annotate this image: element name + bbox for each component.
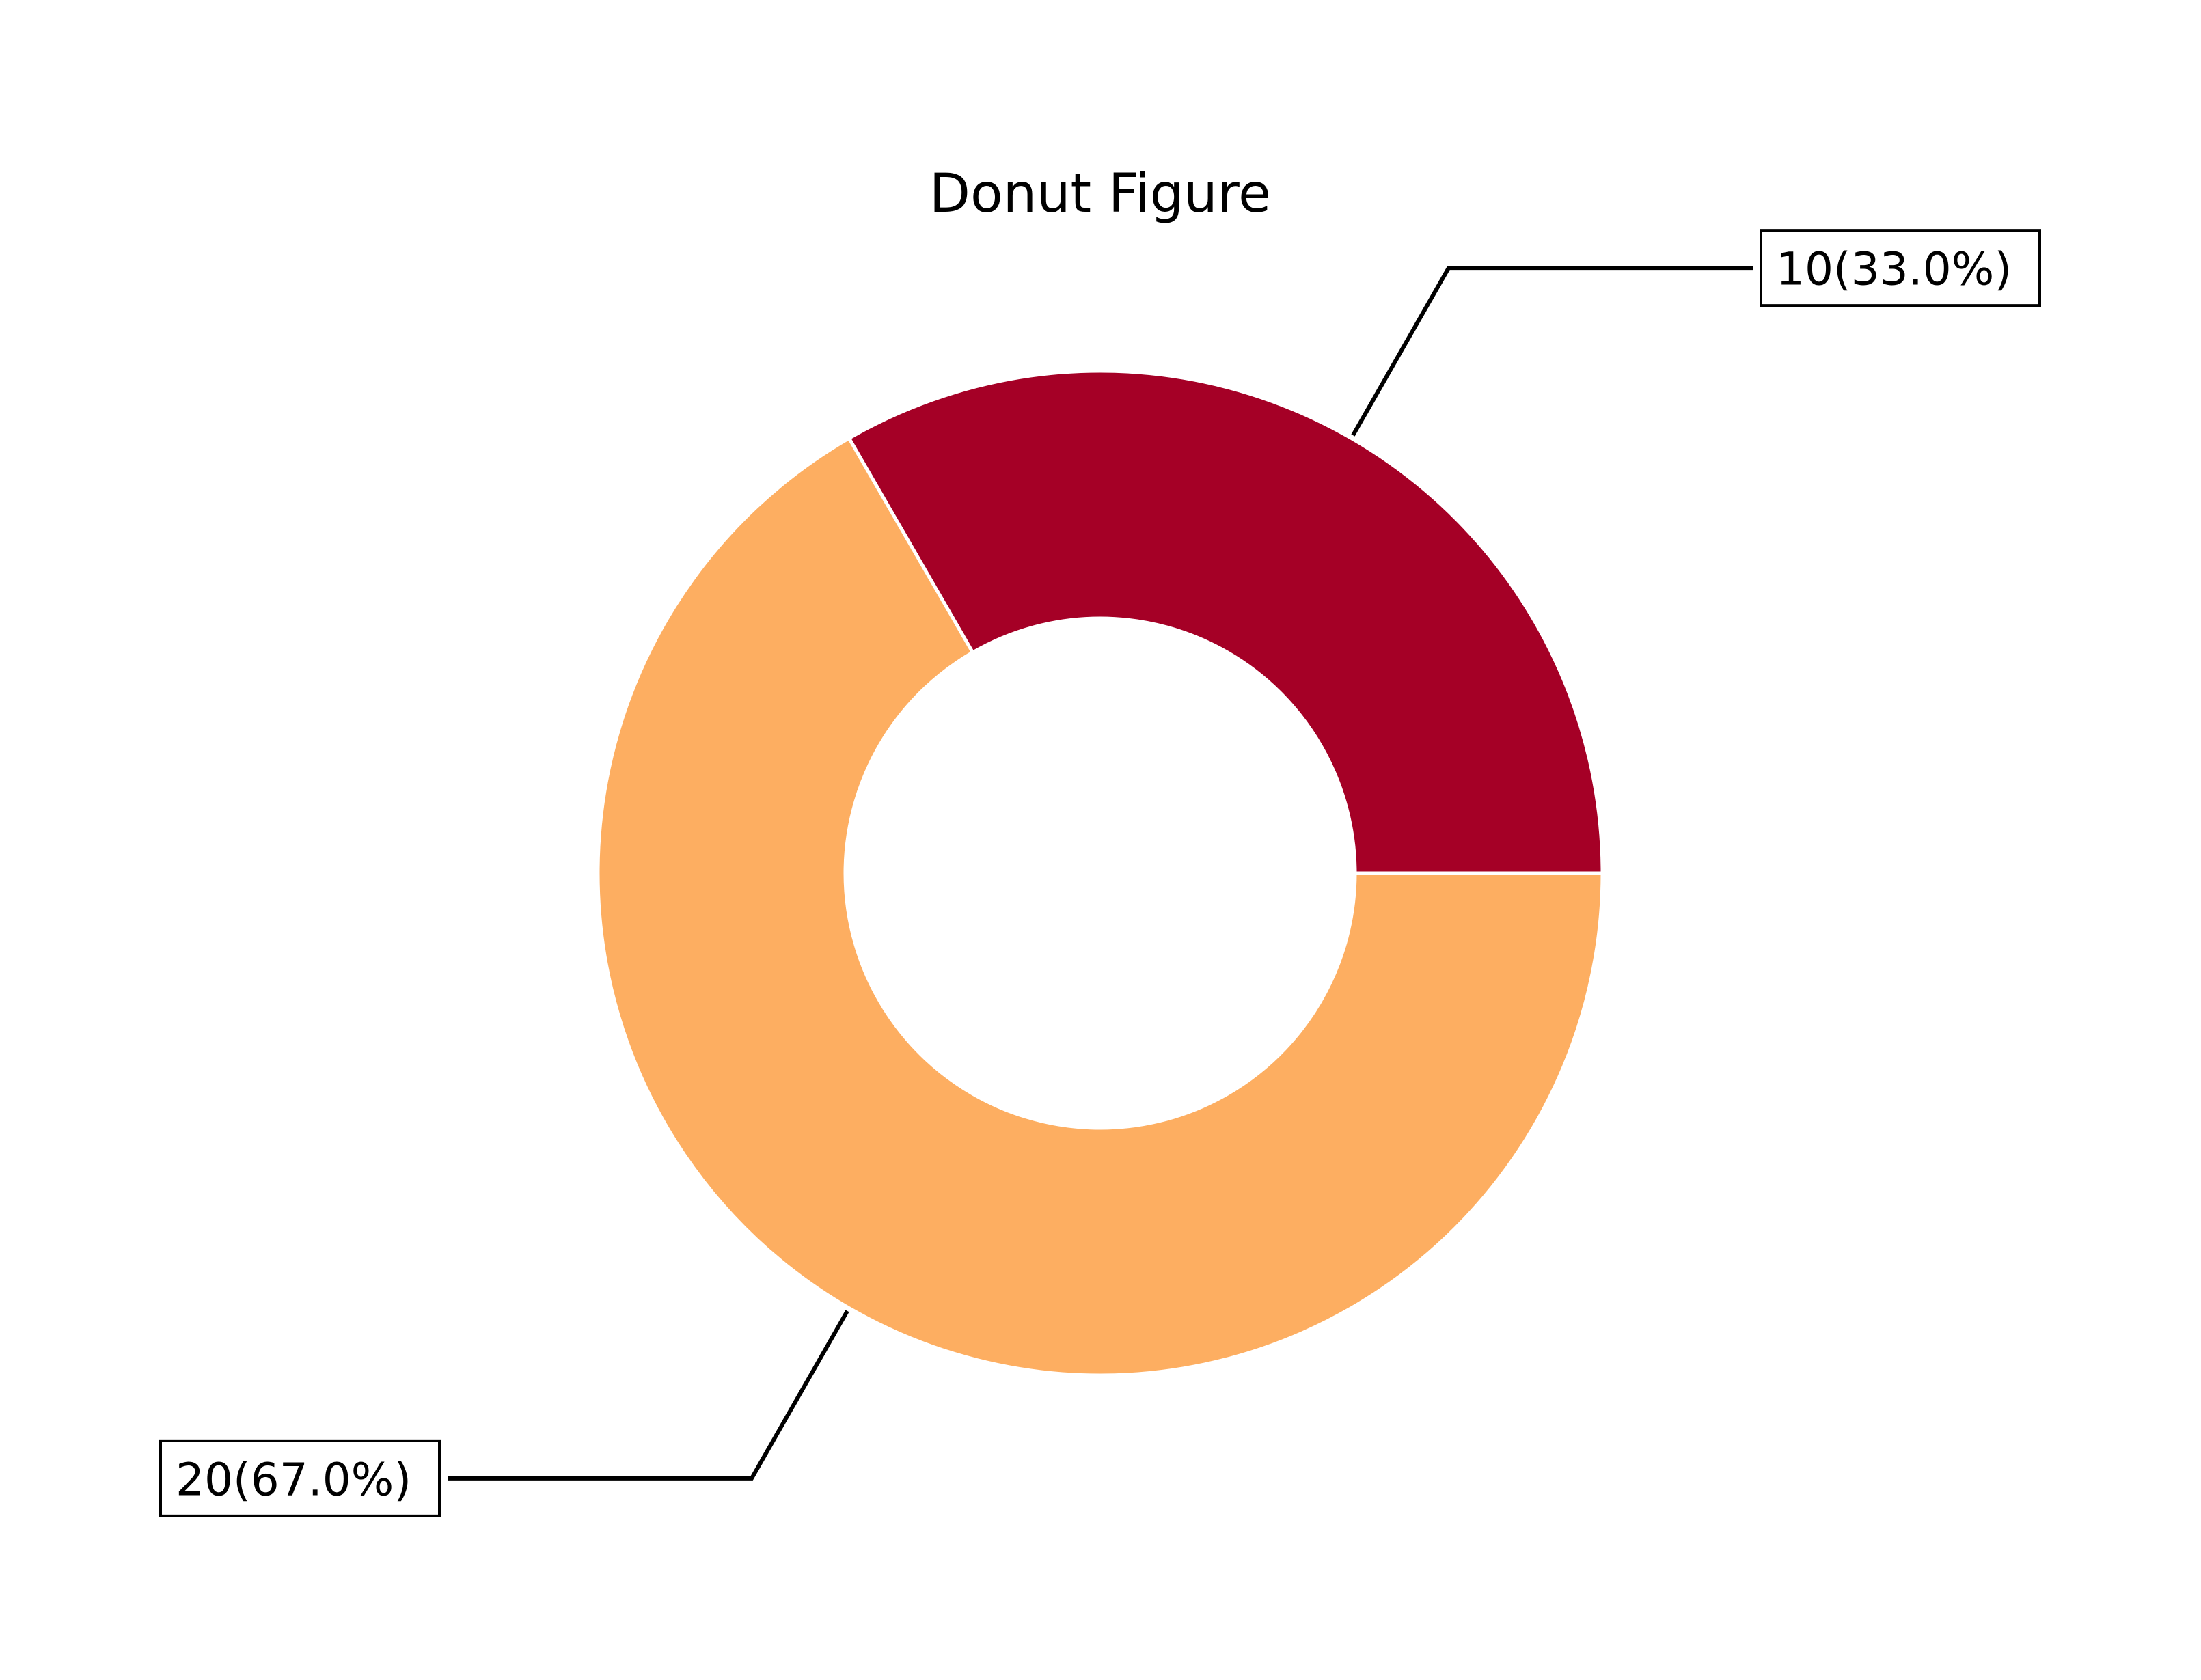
slice-label-box-1 bbox=[1760, 229, 2041, 307]
labels-layer: 10(33.0%) 20(67.0%) bbox=[159, 229, 2041, 1517]
slice-label-text-1: 10(33.0%) bbox=[1776, 243, 2012, 296]
leader-line-1 bbox=[1351, 266, 1753, 437]
donut-slice-2 bbox=[596, 436, 1604, 1377]
slice-label-box-2 bbox=[159, 1439, 441, 1517]
slice-label-1: 10(33.0%) bbox=[1760, 229, 2041, 307]
chart-title: Donut Figure bbox=[929, 163, 1271, 225]
slices-layer bbox=[596, 369, 1604, 1377]
slice-label-2: 20(67.0%) bbox=[159, 1439, 441, 1517]
donut-slice-1 bbox=[847, 369, 1604, 875]
leader-line-2 bbox=[448, 1310, 849, 1481]
slice-label-text-2: 20(67.0%) bbox=[176, 1453, 411, 1506]
